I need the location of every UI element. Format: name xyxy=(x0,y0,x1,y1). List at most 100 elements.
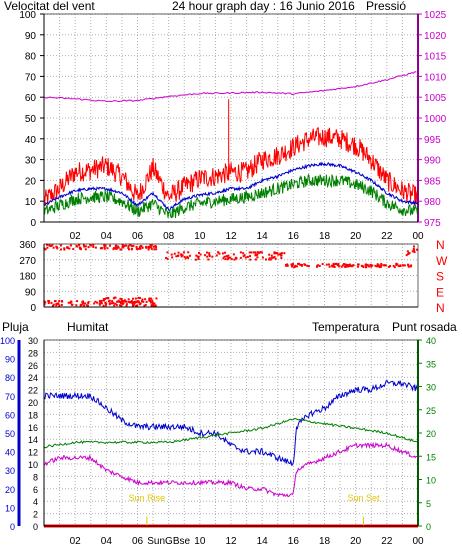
direction-point xyxy=(205,251,208,254)
direction-point xyxy=(218,252,221,255)
direction-point xyxy=(98,302,101,305)
direction-point xyxy=(55,302,58,305)
direction-point xyxy=(233,258,236,261)
direction-point xyxy=(139,247,142,250)
direction-point xyxy=(48,244,51,247)
direction-point xyxy=(127,298,130,301)
direction-point xyxy=(375,265,378,268)
direction-point xyxy=(109,244,112,247)
direction-point xyxy=(102,298,105,301)
direction-point xyxy=(332,264,335,267)
x-tick-label: 14 xyxy=(257,231,269,242)
direction-point xyxy=(348,265,351,268)
low-wind-series xyxy=(43,173,419,219)
direction-point xyxy=(239,256,242,259)
direction-point xyxy=(273,252,276,255)
direction-point xyxy=(412,249,415,252)
x-tick-label: 02 xyxy=(70,536,82,547)
direction-point xyxy=(145,245,148,248)
direction-point xyxy=(166,251,169,254)
direction-point xyxy=(87,301,90,304)
direction-point xyxy=(297,262,300,265)
direction-point xyxy=(59,244,62,247)
direction-point xyxy=(149,244,152,247)
direction-point xyxy=(58,300,61,303)
direction-point xyxy=(58,304,61,307)
direction-point xyxy=(403,264,406,267)
direction-point xyxy=(83,245,86,248)
direction-point xyxy=(115,244,118,247)
direction-point xyxy=(76,245,79,248)
direction-point xyxy=(105,297,108,300)
direction-point xyxy=(291,262,294,265)
humidity-tick-label: 16 xyxy=(28,423,38,433)
direction-point xyxy=(366,263,369,266)
direction-point xyxy=(250,251,253,254)
wind-speed-tick-label: 80 xyxy=(25,52,37,63)
direction-point xyxy=(335,262,338,265)
temperature-tick-label: 25 xyxy=(426,406,436,416)
direction-point xyxy=(149,297,152,300)
direction-point xyxy=(150,244,153,247)
pressure-tick-label: 1015 xyxy=(424,52,447,63)
direction-point xyxy=(284,264,287,267)
direction-point xyxy=(71,303,74,306)
direction-point xyxy=(350,264,353,267)
direction-point xyxy=(108,303,111,306)
direction-point xyxy=(132,297,135,300)
direction-point xyxy=(197,256,200,259)
direction-point xyxy=(197,257,200,260)
direction-point xyxy=(294,265,297,268)
direction-point xyxy=(208,252,211,255)
direction-point xyxy=(116,300,119,303)
humidity-tick-label: 18 xyxy=(28,410,38,420)
direction-point xyxy=(299,263,302,266)
direction-point xyxy=(242,252,245,255)
direction-point xyxy=(100,302,103,305)
direction-point xyxy=(407,252,410,255)
direction-point xyxy=(127,247,130,250)
direction-point xyxy=(50,301,53,304)
direction-point xyxy=(80,303,83,306)
direction-point xyxy=(227,256,230,259)
direction-point xyxy=(187,251,190,254)
direction-point xyxy=(234,256,237,259)
direction-point xyxy=(54,300,57,303)
direction-point xyxy=(118,301,121,304)
direction-point xyxy=(110,302,113,305)
direction-point xyxy=(135,301,138,304)
direction-point xyxy=(92,246,95,249)
direction-point xyxy=(268,253,271,256)
direction-point xyxy=(352,264,355,267)
direction-point xyxy=(195,254,198,257)
humidity-tick-label: 4 xyxy=(33,497,38,507)
direction-point xyxy=(357,263,360,266)
direction-point xyxy=(332,262,335,265)
direction-point xyxy=(348,263,351,266)
x-tick-label: 22 xyxy=(381,231,393,242)
direction-point xyxy=(43,248,46,251)
temperature-tick-label: 20 xyxy=(426,429,436,439)
direction-point xyxy=(256,256,259,259)
avg-wind-series xyxy=(43,161,419,211)
direction-point xyxy=(243,254,246,257)
direction-point xyxy=(119,300,122,303)
direction-point xyxy=(166,257,169,260)
direction-point xyxy=(102,304,105,307)
x-tick-label: 16 xyxy=(288,536,300,547)
direction-point xyxy=(81,300,84,303)
humidity-tick-label: 24 xyxy=(28,373,38,383)
direction-point xyxy=(52,303,55,306)
direction-point xyxy=(304,263,307,266)
direction-point xyxy=(69,301,72,304)
direction-point xyxy=(356,265,359,268)
direction-point xyxy=(196,255,199,258)
direction-point xyxy=(130,244,133,247)
x-tick-label: 20 xyxy=(350,536,362,547)
direction-point xyxy=(223,251,226,254)
direction-point xyxy=(52,246,55,249)
direction-point xyxy=(153,302,156,305)
direction-point xyxy=(364,266,367,269)
direction-point xyxy=(340,265,343,268)
direction-point xyxy=(49,244,52,247)
